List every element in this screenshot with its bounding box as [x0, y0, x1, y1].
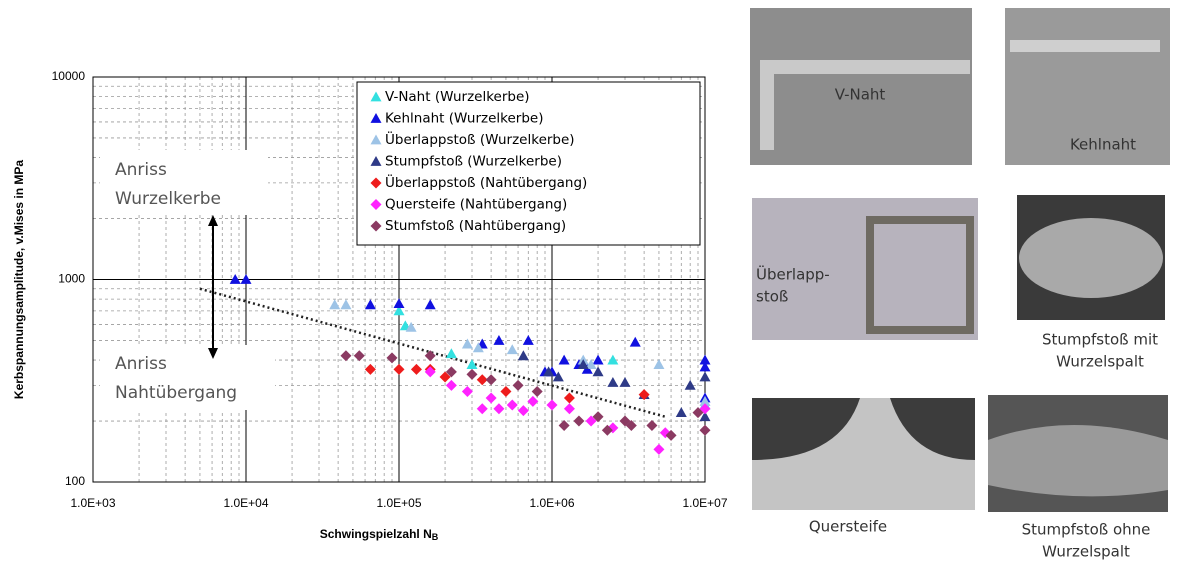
legend-label: Stumpfstoß (Wurzelkerbe) [385, 154, 562, 170]
x-tick-label: 1.0E+04 [223, 496, 268, 510]
x-tick-label: 1.0E+06 [529, 496, 574, 510]
page: V-Naht Kehlnaht Überlapp-stoß Stumpfstoß mi… [0, 0, 1186, 562]
x-tick-label: 1.0E+05 [376, 496, 421, 510]
photo-caption: Wurzelspalt [1056, 353, 1144, 371]
legend-label: V-Naht (Wurzelkerbe) [385, 89, 530, 105]
annotation: Nahtübergang [115, 383, 237, 403]
x-tick-label: 1.0E+03 [70, 496, 115, 510]
x-tick-label: 1.0E+07 [682, 496, 727, 510]
photo-detail [988, 425, 1168, 496]
photos [750, 8, 1170, 512]
photo-caption: Wurzelspalt [1042, 543, 1130, 561]
photo-caption: Stumpfstoß ohne [1022, 521, 1151, 539]
photo-detail [1010, 40, 1160, 52]
photo-caption: stoß [756, 288, 788, 306]
legend-label: Überlappstoß (Wurzelkerbe) [385, 130, 575, 148]
photo-detail [760, 60, 774, 150]
legend-label: Überlappstoß (Nahtübergang) [385, 173, 587, 191]
photo-caption: Quersteife [809, 518, 887, 536]
x-axis-label-main: Schwingspielzahl N [320, 527, 432, 541]
photo-caption: Stumpfstoß mit [1042, 331, 1158, 349]
photo-caption: Kehlnaht [1070, 136, 1136, 154]
annotation: Anriss [115, 354, 167, 374]
legend-label: Stumfstoß (Nahtübergang) [385, 218, 566, 234]
photo-detail [760, 60, 970, 74]
y-tick-label: 10000 [52, 69, 86, 83]
photo-caption: V-Naht [835, 86, 886, 104]
annotation: Wurzelkerbe [115, 189, 221, 209]
x-axis-label-sub: B [432, 532, 439, 542]
legend-label: Quersteife (Nahtübergang) [385, 197, 567, 213]
chart: 1.0E+03 1.0E+04 1.0E+05 1.0E+06 1.0E+07 100 10… [12, 69, 728, 542]
y-tick-label: 100 [65, 474, 85, 488]
annotation: Anriss [115, 160, 167, 180]
photo-detail [1019, 218, 1163, 298]
y-axis-label: Kerbspannungsamplitude, v.Mises in MPa [12, 160, 26, 399]
y-tick-label: 1000 [58, 272, 85, 286]
legend-label: Kehlnaht (Wurzelkerbe) [385, 111, 543, 127]
x-axis-label: Schwingspielzahl NB [320, 527, 439, 542]
photo-caption: Überlapp- [756, 265, 830, 284]
